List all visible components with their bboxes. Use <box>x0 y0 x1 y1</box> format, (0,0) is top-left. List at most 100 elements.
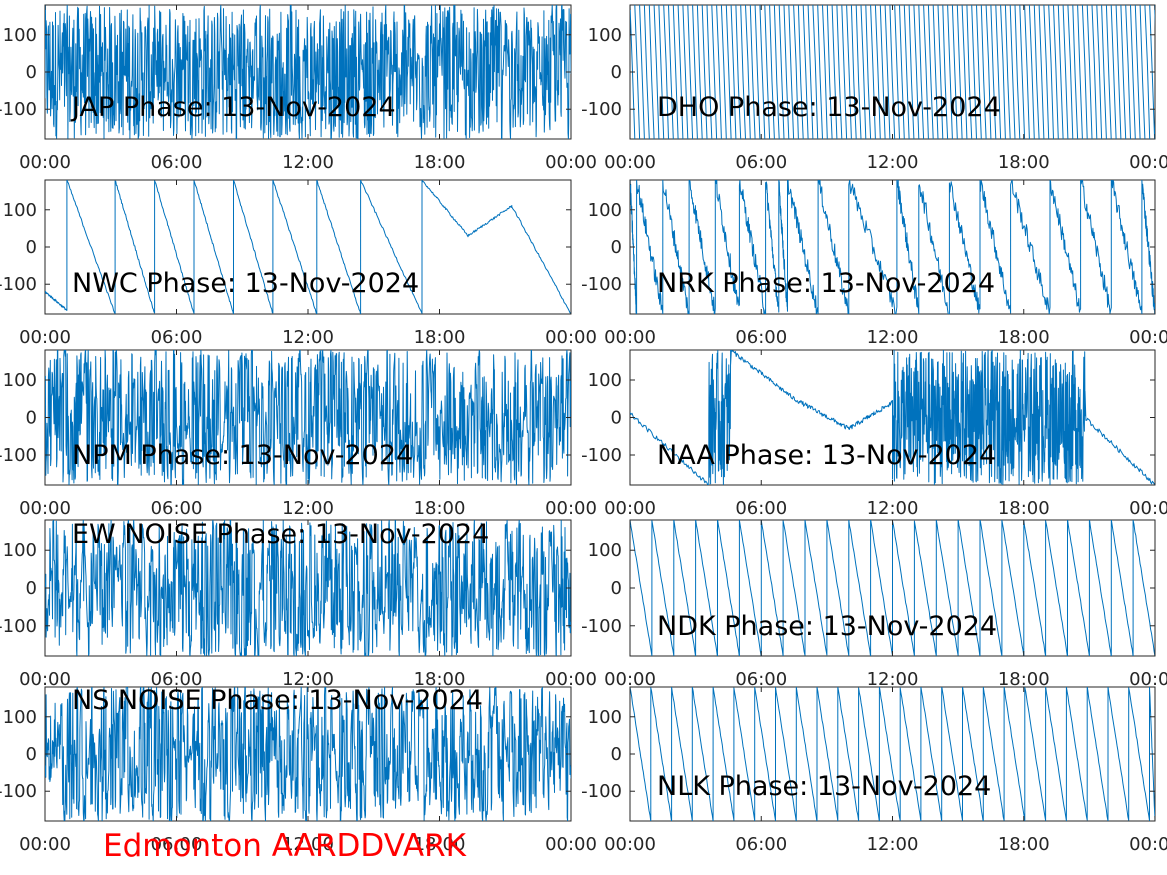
y-tick-label: -100 <box>0 99 37 120</box>
subplot-title: NDK Phase: 13-Nov-2024 <box>657 611 997 642</box>
subplot-title: NAA Phase: 13-Nov-2024 <box>657 440 996 471</box>
x-tick-label: 06:00 <box>735 152 787 173</box>
x-tick-label: 00:00 <box>545 669 597 690</box>
x-tick-label: 12:00 <box>282 327 334 348</box>
x-tick-label: 00:00 <box>1129 327 1167 348</box>
subplot-5: 100 0 -100 00:00 06:00 12:00 18:00 00:00 NAA Pha… <box>581 349 1167 519</box>
y-tick-label: 0 <box>26 578 37 599</box>
x-tick-label: 06:00 <box>151 498 203 519</box>
x-tick-label: 12:00 <box>867 498 919 519</box>
x-tick-label: 00:00 <box>1129 152 1167 173</box>
y-tick-label: 100 <box>3 540 37 561</box>
y-tick-label: -100 <box>581 274 622 295</box>
y-tick-label: 100 <box>588 540 622 561</box>
x-tick-label: 12:00 <box>867 834 919 855</box>
x-tick-label: 00:00 <box>604 152 656 173</box>
y-tick-label: 100 <box>3 370 37 391</box>
y-tick-label: -100 <box>581 781 622 802</box>
x-tick-label: 06:00 <box>151 834 203 855</box>
x-tick-label: 12:00 <box>867 669 919 690</box>
x-tick-label: 00:00 <box>545 327 597 348</box>
phase-series-line <box>45 180 571 314</box>
figure-title: Edmonton AARDDVARK <box>103 828 467 864</box>
y-tick-label: 100 <box>3 25 37 46</box>
x-tick-label: 00:00 <box>19 498 71 519</box>
y-tick-label: 100 <box>588 200 622 221</box>
x-tick-label: 12:00 <box>282 834 334 855</box>
x-tick-label: 12:00 <box>867 327 919 348</box>
x-tick-label: 12:00 <box>282 498 334 519</box>
phase-series-line <box>630 5 1155 139</box>
x-tick-label: 00:00 <box>1129 669 1167 690</box>
y-tick-label: 0 <box>26 408 37 429</box>
subplot-1: 100 0 -100 00:00 06:00 12:00 18:00 00:00 DHO Pha… <box>581 4 1167 173</box>
x-tick-label: 18:00 <box>998 327 1050 348</box>
x-tick-label: 18:00 <box>414 152 466 173</box>
x-tick-label: 00:00 <box>545 498 597 519</box>
x-tick-label: 00:00 <box>19 327 71 348</box>
subplot-title: JAP Phase: 13-Nov-2024 <box>70 92 396 123</box>
subplot-3: 100 0 -100 00:00 06:00 12:00 18:00 00:00 NRK Pha… <box>581 179 1167 348</box>
phase-series-line <box>45 520 571 656</box>
y-tick-label: 0 <box>26 62 37 83</box>
y-tick-label: -100 <box>0 616 37 637</box>
phase-series-line <box>630 520 1155 656</box>
x-tick-label: 06:00 <box>735 327 787 348</box>
y-tick-label: -100 <box>0 274 37 295</box>
x-tick-label: 00:00 <box>604 834 656 855</box>
phase-series-line <box>630 350 1155 485</box>
y-tick-label: -100 <box>581 99 622 120</box>
axes-frame <box>44 179 572 315</box>
phase-series-line <box>630 180 1155 314</box>
phase-series-line <box>45 5 571 139</box>
x-tick-label: 18:00 <box>998 152 1050 173</box>
x-tick-label: 06:00 <box>151 669 203 690</box>
y-tick-label: 0 <box>26 744 37 765</box>
subplot-title: NLK Phase: 13-Nov-2024 <box>657 771 991 802</box>
y-tick-label: 0 <box>611 62 622 83</box>
x-tick-label: 00:00 <box>545 152 597 173</box>
x-tick-label: 18:00 <box>414 834 466 855</box>
x-tick-label: 12:00 <box>867 152 919 173</box>
subplot-title: NRK Phase: 13-Nov-2024 <box>657 268 995 299</box>
subplot-title: NWC Phase: 13-Nov-2024 <box>72 268 419 299</box>
x-tick-label: 00:00 <box>604 327 656 348</box>
x-tick-label: 00:00 <box>19 152 71 173</box>
x-tick-label: 18:00 <box>998 669 1050 690</box>
x-tick-label: 12:00 <box>282 669 334 690</box>
x-tick-label: 00:00 <box>604 669 656 690</box>
axes-frame <box>629 686 1156 822</box>
x-tick-label: 00:00 <box>545 834 597 855</box>
x-tick-label: 06:00 <box>735 669 787 690</box>
x-tick-label: 00:00 <box>1129 498 1167 519</box>
y-tick-label: 100 <box>3 200 37 221</box>
subplot-4: 100 0 -100 00:00 06:00 12:00 18:00 00:00 NPM Pha… <box>0 349 597 519</box>
subplot-title: NS NOISE Phase: 13-Nov-2024 <box>72 685 483 716</box>
subplot-title: DHO Phase: 13-Nov-2024 <box>657 92 1001 123</box>
y-tick-label: 0 <box>611 408 622 429</box>
x-tick-label: 18:00 <box>998 498 1050 519</box>
y-tick-label: 100 <box>588 707 622 728</box>
x-tick-label: 18:00 <box>414 498 466 519</box>
subplot-2: 100 0 -100 00:00 06:00 12:00 18:00 00:00 NWC Pha… <box>0 179 597 348</box>
y-tick-label: 100 <box>588 25 622 46</box>
phase-series-line <box>45 687 571 821</box>
y-tick-label: 100 <box>3 707 37 728</box>
subplot-7: 100 0 -100 00:00 06:00 12:00 18:00 00:00 NDK Pha… <box>581 519 1167 690</box>
x-tick-label: 12:00 <box>282 152 334 173</box>
y-tick-label: 0 <box>611 237 622 258</box>
phase-series-line <box>630 687 1155 821</box>
y-tick-label: -100 <box>581 616 622 637</box>
phase-series-line <box>45 350 571 485</box>
x-tick-label: 00:00 <box>1129 834 1167 855</box>
y-tick-label: 0 <box>26 237 37 258</box>
y-tick-label: -100 <box>0 781 37 802</box>
y-tick-label: -100 <box>581 445 622 466</box>
y-tick-label: 100 <box>588 370 622 391</box>
subplot-title: EW NOISE Phase: 13-Nov-2024 <box>72 519 489 550</box>
x-tick-label: 06:00 <box>151 327 203 348</box>
subplot-6: 100 0 -100 00:00 06:00 12:00 18:00 00:00 EW NOIS… <box>0 519 597 690</box>
x-tick-label: 06:00 <box>735 498 787 519</box>
x-tick-label: 06:00 <box>735 834 787 855</box>
